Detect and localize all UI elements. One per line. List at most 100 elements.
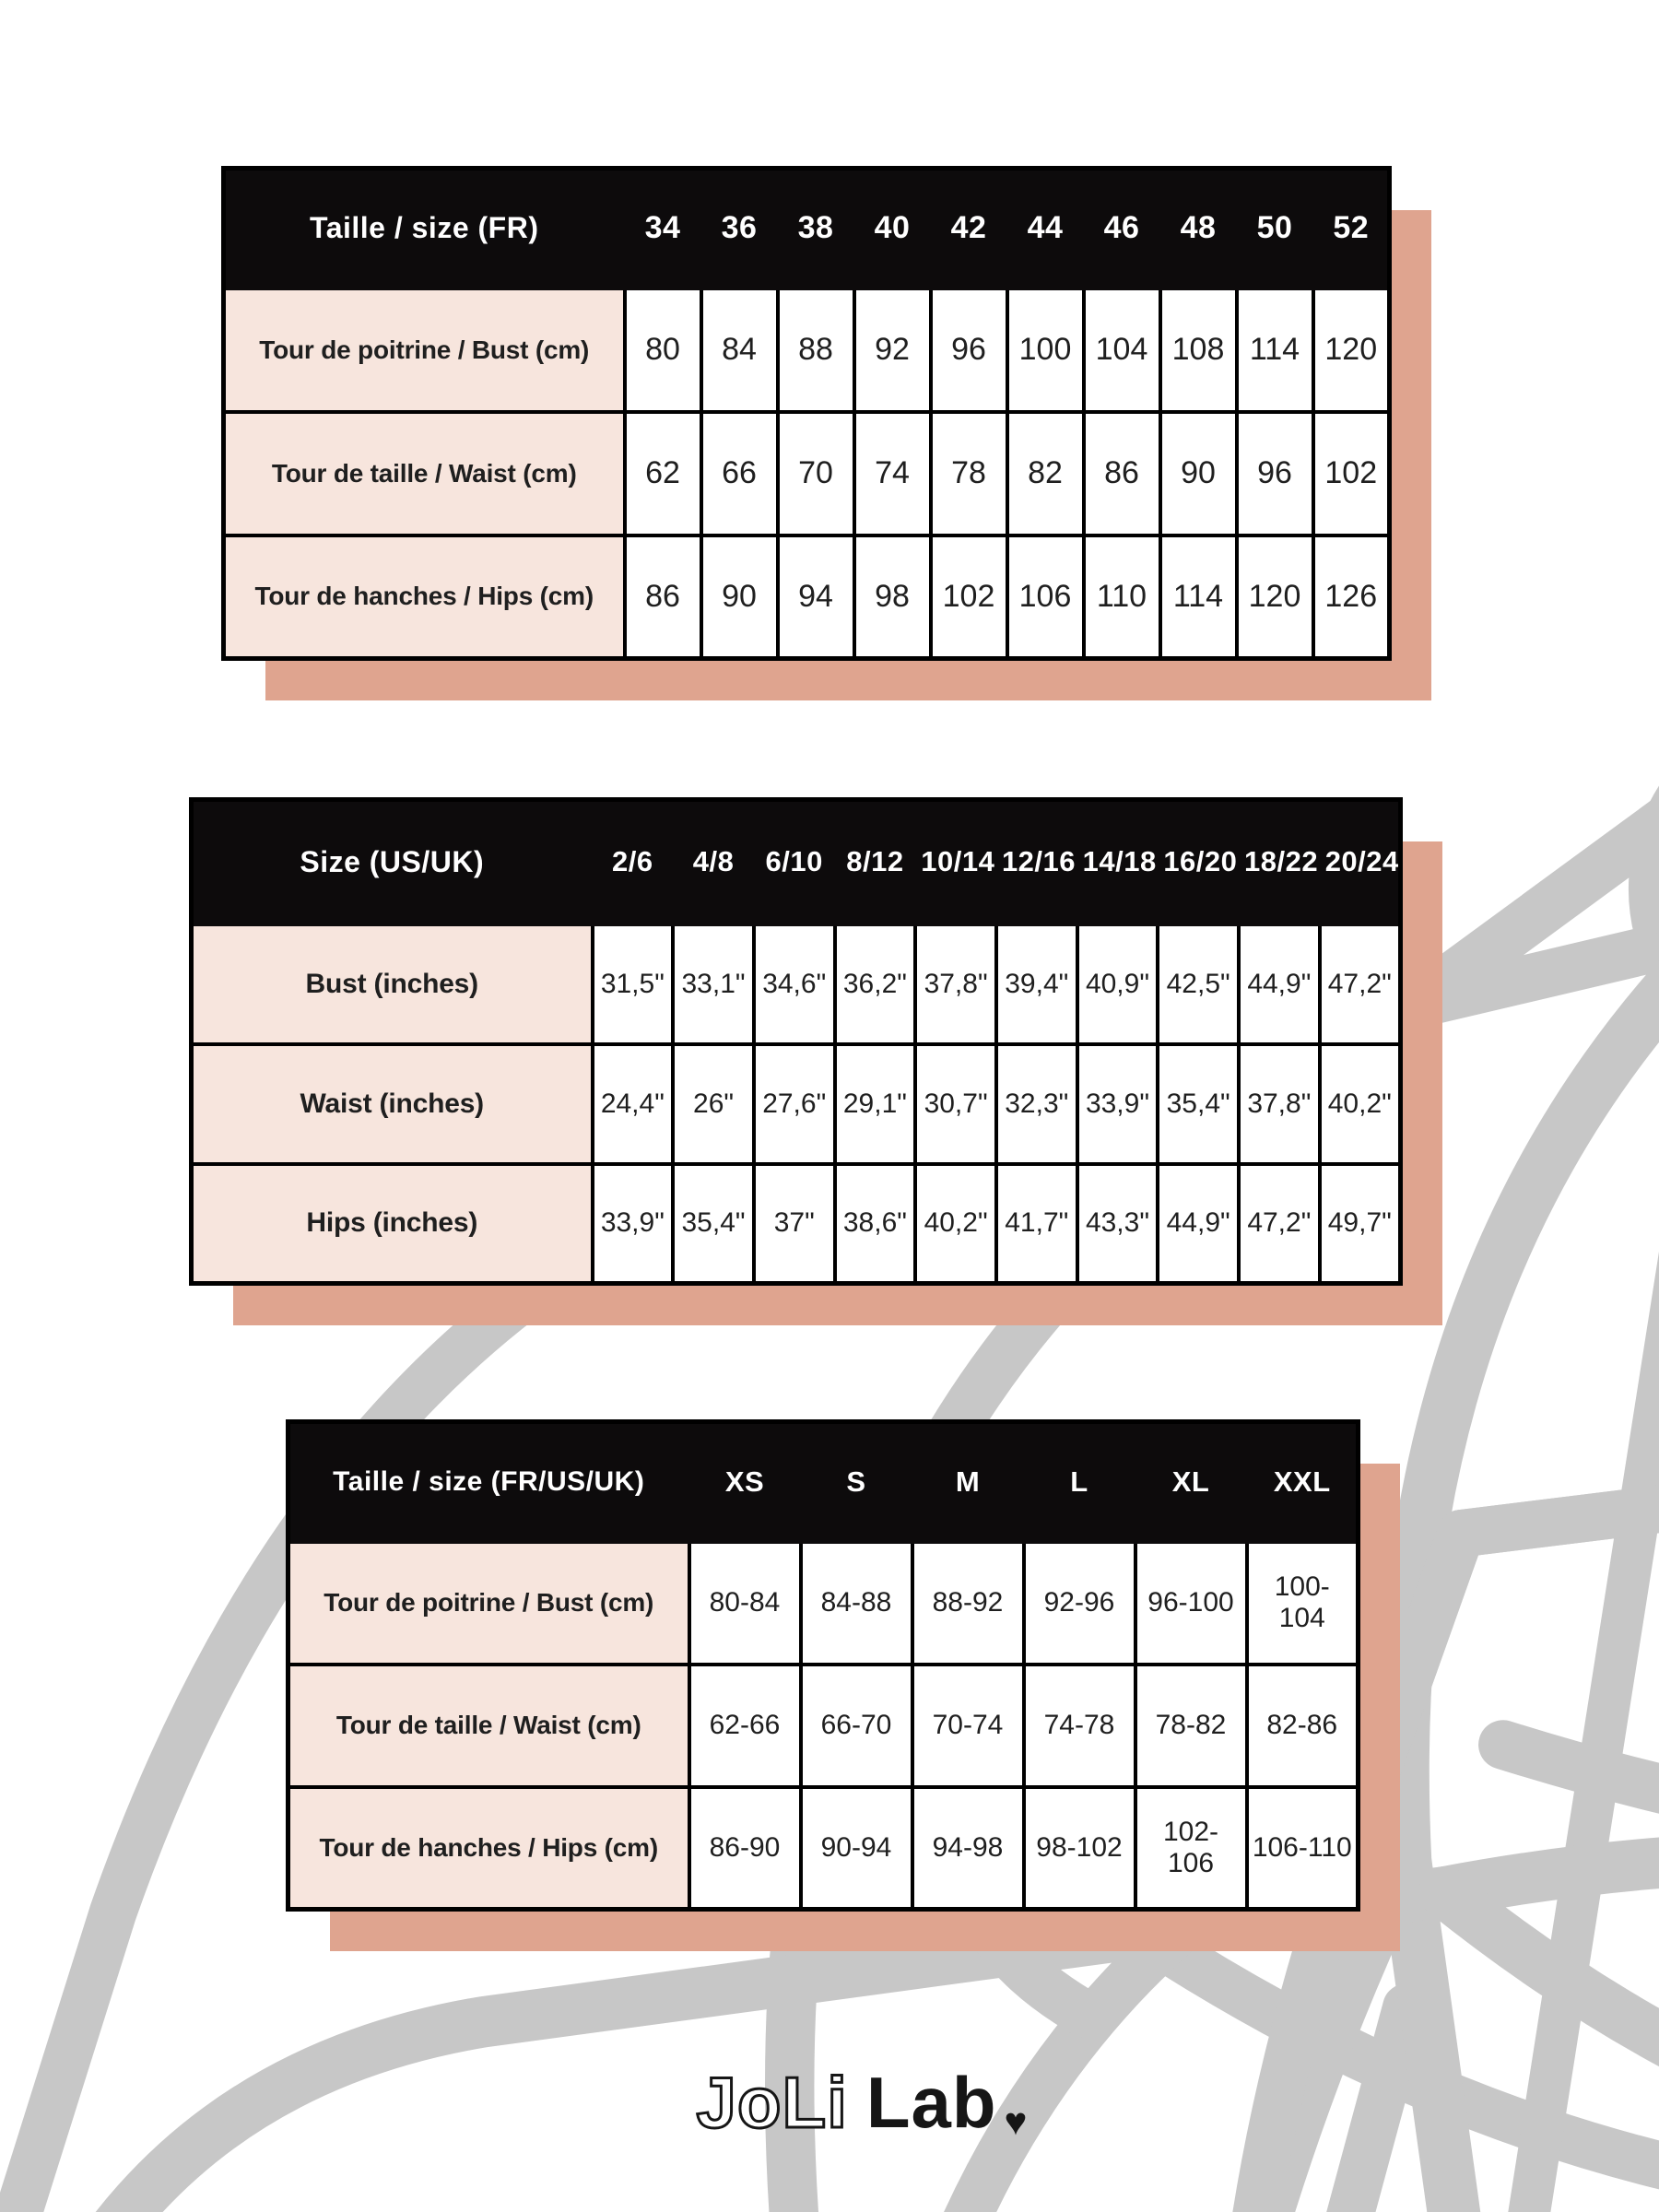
size-value: 62 <box>622 409 703 537</box>
size-value: 90-94 <box>798 1784 914 1912</box>
size-value: 36,2" <box>832 922 918 1046</box>
size-value: 96 <box>928 286 1009 414</box>
row-label: Tour de taille / Waist (cm) <box>286 1662 691 1789</box>
brand-logo: JoLi Lab ♥ <box>695 2061 1028 2145</box>
size-table-fr-wrap: Taille / size (FR) 34 36 38 40 42 44 46 48 50 52 To… <box>221 166 1392 661</box>
size-value: 33,9" <box>590 1161 676 1286</box>
size-value: 44,9" <box>1237 922 1322 1046</box>
size-value: 114 <box>1234 286 1315 414</box>
size-table-us-wrap: Size (US/UK) 2/6 4/8 6/10 8/12 10/14 12/16 14/1… <box>189 797 1403 1286</box>
size-value: 40,2" <box>1317 1041 1403 1166</box>
size-column-header: 16/20 <box>1156 797 1241 926</box>
header-row: Size (US/UK) 2/6 4/8 6/10 8/12 10/14 12/16 14/1… <box>189 797 1403 926</box>
size-value: 30,7" <box>913 1041 998 1166</box>
size-value: 92-96 <box>1021 1539 1137 1666</box>
table-header-label: Taille / size (FR/US/UK) <box>286 1419 691 1544</box>
size-value: 100-104 <box>1244 1539 1360 1666</box>
size-value: 34,6" <box>751 922 837 1046</box>
size-value: 37,8" <box>913 922 998 1046</box>
size-value: 29,1" <box>832 1041 918 1166</box>
size-table-intl-wrap: Taille / size (FR/US/UK) XS S M L XL XXL Tour d… <box>286 1419 1360 1912</box>
measurement-row: Tour de hanches / Hips (cm) 86 90 94 98 102 10… <box>221 533 1392 661</box>
size-value: 102-106 <box>1133 1784 1249 1912</box>
measurement-row: Bust (inches) 31,5" 33,1" 34,6" 36,2" 37,8" 39… <box>189 922 1403 1046</box>
size-value: 27,6" <box>751 1041 837 1166</box>
size-column-header: 6/10 <box>751 797 837 926</box>
size-value: 96 <box>1234 409 1315 537</box>
size-column-header: 34 <box>622 166 703 290</box>
size-value: 33,9" <box>1075 1041 1160 1166</box>
size-value: 31,5" <box>590 922 676 1046</box>
size-column-header: S <box>798 1419 914 1544</box>
size-value: 94 <box>775 533 856 661</box>
size-value: 90 <box>1158 409 1239 537</box>
measurement-row: Waist (inches) 24,4" 26" 27,6" 29,1" 30,7" 32,… <box>189 1041 1403 1166</box>
row-label: Tour de hanches / Hips (cm) <box>221 533 627 661</box>
size-value: 82-86 <box>1244 1662 1360 1789</box>
size-column-header: 18/22 <box>1237 797 1322 926</box>
size-column-header: 2/6 <box>590 797 676 926</box>
size-value: 96-100 <box>1133 1539 1249 1666</box>
size-value: 126 <box>1311 533 1392 661</box>
size-value: 47,2" <box>1237 1161 1322 1286</box>
size-column-header: 44 <box>1005 166 1086 290</box>
size-column-header: 42 <box>928 166 1009 290</box>
table-header-label: Size (US/UK) <box>189 797 594 926</box>
size-column-header: 36 <box>699 166 780 290</box>
size-value: 102 <box>928 533 1009 661</box>
size-value: 98-102 <box>1021 1784 1137 1912</box>
size-column-header: 38 <box>775 166 856 290</box>
size-value: 102 <box>1311 409 1392 537</box>
size-column-header: XXL <box>1244 1419 1360 1544</box>
size-value: 78 <box>928 409 1009 537</box>
size-column-header: 40 <box>852 166 933 290</box>
heart-icon: ♥ <box>1004 2100 1028 2143</box>
size-value: 106 <box>1005 533 1086 661</box>
row-label: Hips (inches) <box>189 1161 594 1286</box>
size-value: 47,2" <box>1317 922 1403 1046</box>
size-value: 84-88 <box>798 1539 914 1666</box>
size-value: 70 <box>775 409 856 537</box>
size-value: 32,3" <box>994 1041 1079 1166</box>
size-value: 74 <box>852 409 933 537</box>
size-value: 92 <box>852 286 933 414</box>
size-column-header: 20/24 <box>1317 797 1403 926</box>
size-value: 26" <box>671 1041 756 1166</box>
row-label: Tour de taille / Waist (cm) <box>221 409 627 537</box>
size-column-header: L <box>1021 1419 1137 1544</box>
size-column-header: 12/16 <box>994 797 1079 926</box>
measurement-row: Tour de poitrine / Bust (cm) 80-84 84-88 88… <box>286 1539 1360 1666</box>
size-value: 84 <box>699 286 780 414</box>
size-value: 120 <box>1234 533 1315 661</box>
size-value: 40,9" <box>1075 922 1160 1046</box>
header-row: Taille / size (FR/US/UK) XS S M L XL XXL <box>286 1419 1360 1544</box>
table-header-label: Taille / size (FR) <box>221 166 627 290</box>
size-column-header: 48 <box>1158 166 1239 290</box>
size-value: 80 <box>622 286 703 414</box>
size-value: 35,4" <box>1156 1041 1241 1166</box>
row-label: Tour de hanches / Hips (cm) <box>286 1784 691 1912</box>
size-column-header: 10/14 <box>913 797 998 926</box>
measurement-row: Tour de hanches / Hips (cm) 86-90 90-94 94-… <box>286 1784 1360 1912</box>
size-value: 66 <box>699 409 780 537</box>
size-value: 88 <box>775 286 856 414</box>
size-value: 62-66 <box>687 1662 803 1789</box>
size-column-header: 50 <box>1234 166 1315 290</box>
size-value: 41,7" <box>994 1161 1079 1286</box>
size-value: 86 <box>622 533 703 661</box>
size-column-header: XS <box>687 1419 803 1544</box>
size-value: 108 <box>1158 286 1239 414</box>
brand-name-outline: JoLi <box>695 2061 848 2145</box>
size-value: 37" <box>751 1161 837 1286</box>
size-column-header: 8/12 <box>832 797 918 926</box>
size-value: 80-84 <box>687 1539 803 1666</box>
row-label: Tour de poitrine / Bust (cm) <box>221 286 627 414</box>
size-column-header: M <box>910 1419 1026 1544</box>
size-table-intl: Taille / size (FR/US/UK) XS S M L XL XXL Tour d… <box>286 1419 1360 1912</box>
header-row: Taille / size (FR) 34 36 38 40 42 44 46 48 50 52 <box>221 166 1392 290</box>
size-value: 104 <box>1081 286 1162 414</box>
measurement-row: Tour de poitrine / Bust (cm) 80 84 88 92 96 10… <box>221 286 1392 414</box>
size-value: 24,4" <box>590 1041 676 1166</box>
size-value: 40,2" <box>913 1161 998 1286</box>
